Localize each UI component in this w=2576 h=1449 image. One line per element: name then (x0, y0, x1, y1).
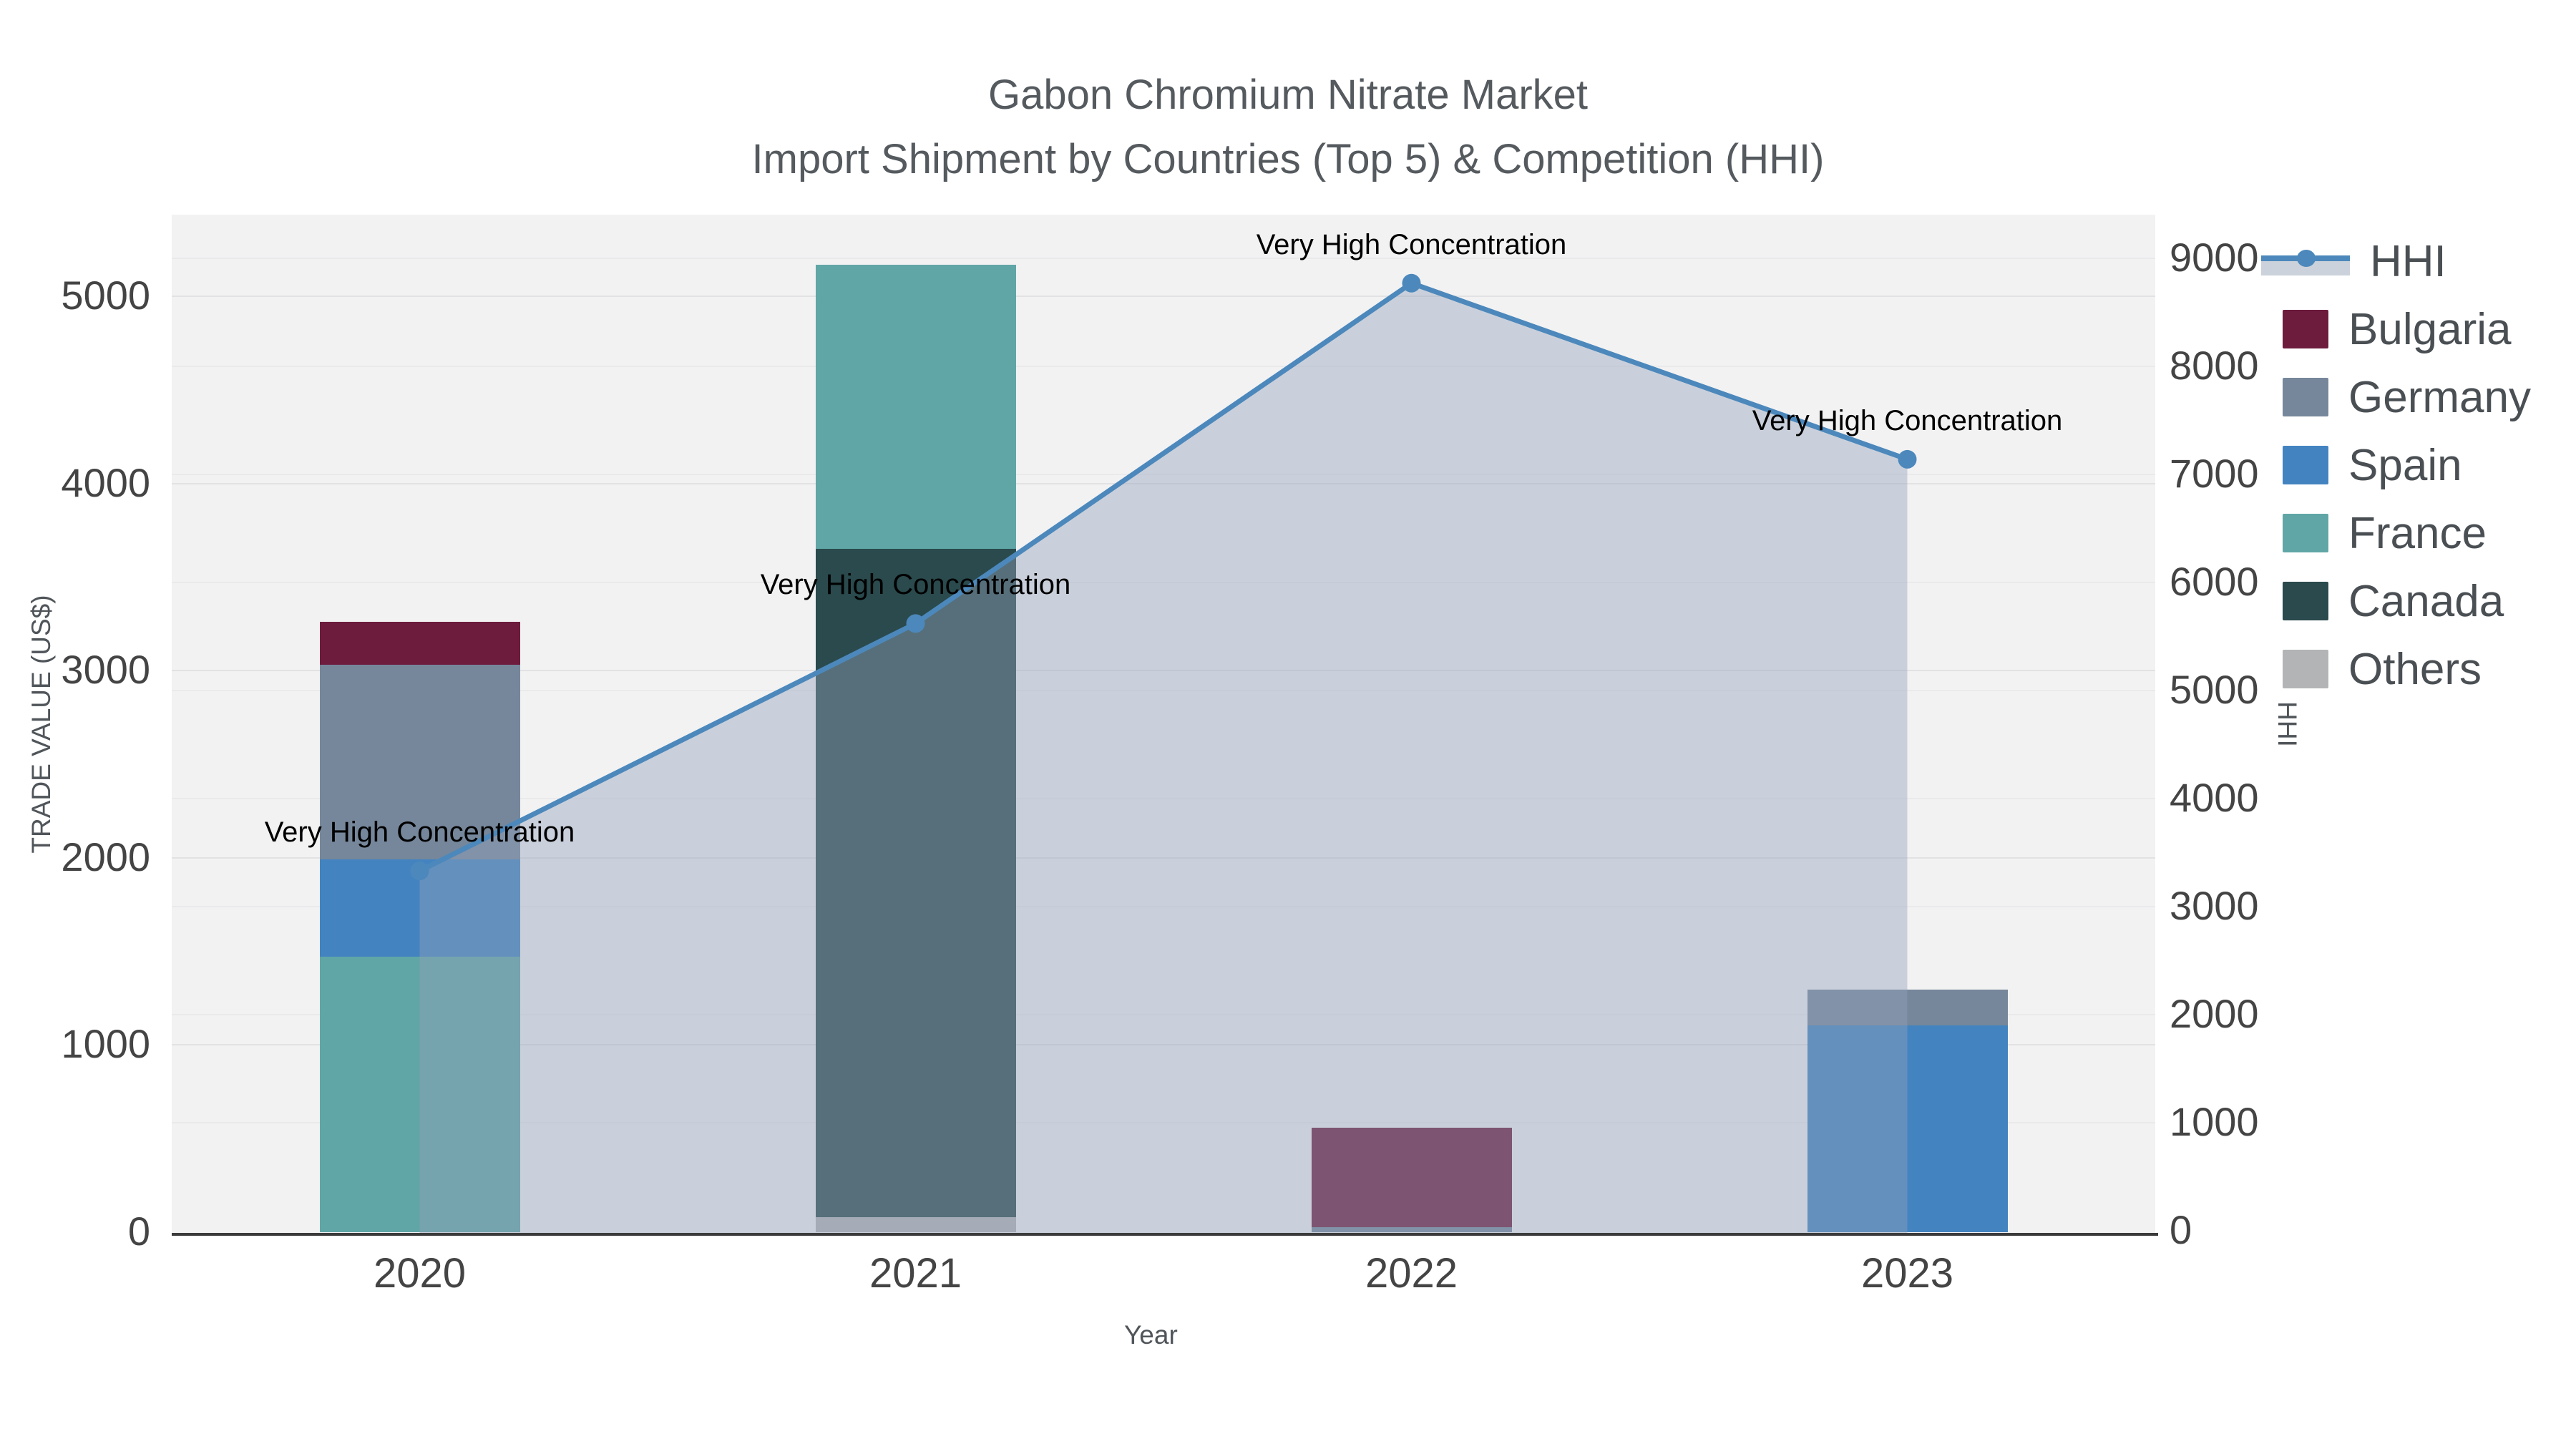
right-tick-0: 0 (2170, 1207, 2192, 1252)
bar-segment-germany-2022[interactable] (1311, 1227, 1512, 1232)
legend-label: HHI (2370, 236, 2446, 286)
gridline (172, 482, 2155, 484)
gridline (172, 1122, 2155, 1123)
bar-segment-france-2020[interactable] (319, 957, 520, 1232)
x-tick-2023: 2023 (1860, 1250, 1954, 1297)
gridline (172, 906, 2155, 907)
bar-segment-germany-2020[interactable] (319, 665, 520, 860)
x-axis-line (172, 1233, 2158, 1236)
annotation-2022: Very High Concentration (1256, 228, 1567, 260)
legend-label: Germany (2348, 372, 2531, 422)
bulgaria-swatch-icon (2283, 310, 2328, 348)
legend-item-others[interactable]: Others (2261, 637, 2482, 701)
hhi-marker-2023[interactable] (1898, 449, 1917, 469)
spain-swatch-icon (2283, 446, 2328, 484)
right-tick-3000: 3000 (2170, 883, 2259, 928)
legend-item-germany[interactable]: Germany (2261, 365, 2531, 429)
legend-label: Others (2348, 644, 2482, 694)
legend-item-bulgaria[interactable]: Bulgaria (2261, 297, 2511, 361)
legend-label: Spain (2348, 440, 2462, 490)
gridline (172, 690, 2155, 691)
germany-swatch-icon (2283, 378, 2328, 416)
left-axis-title: TRADE VALUE (US$) (26, 595, 56, 854)
gridline (172, 1014, 2155, 1015)
left-tick-5000: 5000 (61, 273, 150, 318)
hhi-line[interactable] (418, 280, 1908, 874)
gridline (172, 258, 2155, 259)
left-tick-1000: 1000 (61, 1021, 150, 1067)
legend-item-hhi[interactable]: HHI (2261, 229, 2446, 293)
left-tick-3000: 3000 (61, 647, 150, 693)
right-axis-title: HHI (2273, 701, 2302, 747)
legend-item-france[interactable]: France (2261, 501, 2487, 565)
legend-label: France (2348, 508, 2487, 558)
hhi-line-swatch-icon (2261, 245, 2350, 277)
right-tick-5000: 5000 (2170, 667, 2259, 712)
right-tick-4000: 4000 (2170, 775, 2259, 820)
bar-segment-bulgaria-2022[interactable] (1311, 1127, 1512, 1228)
left-tick-0: 0 (127, 1209, 150, 1254)
x-tick-2021: 2021 (869, 1250, 962, 1297)
right-tick-8000: 8000 (2170, 343, 2259, 388)
gridline (172, 474, 2155, 475)
bar-segment-spain-2023[interactable] (1807, 1025, 2008, 1232)
legend-label: Canada (2348, 576, 2504, 626)
gridline (172, 857, 2155, 859)
gridline (172, 798, 2155, 799)
legend-label: Bulgaria (2348, 304, 2512, 354)
legend-item-canada[interactable]: Canada (2261, 569, 2504, 633)
x-tick-2022: 2022 (1365, 1250, 1458, 1297)
right-tick-6000: 6000 (2170, 559, 2259, 604)
hhi-area-fill (419, 283, 1908, 1234)
gridline (172, 296, 2155, 297)
x-tick-2020: 2020 (373, 1250, 467, 1297)
hhi-marker-2022[interactable] (1402, 273, 1421, 293)
x-axis-title: Year (1124, 1320, 1178, 1350)
gridline (172, 366, 2155, 367)
right-tick-7000: 7000 (2170, 451, 2259, 496)
annotation-2020: Very High Concentration (264, 816, 575, 849)
hhi-marker-2020[interactable] (410, 862, 429, 881)
gridline (172, 582, 2155, 583)
chart-title: Gabon Chromium Nitrate Market Import Shi… (0, 63, 2576, 192)
annotation-2023: Very High Concentration (1752, 404, 2063, 436)
canada-swatch-icon (2283, 582, 2328, 620)
right-tick-9000: 9000 (2170, 235, 2259, 280)
bar-segment-germany-2023[interactable] (1807, 990, 2008, 1025)
right-tick-2000: 2000 (2170, 991, 2259, 1036)
bar-segment-canada-2021[interactable] (815, 549, 1016, 1218)
chart-title-line2: Import Shipment by Countries (Top 5) & C… (751, 135, 1825, 182)
left-tick-4000: 4000 (61, 459, 150, 505)
chart-title-line1: Gabon Chromium Nitrate Market (987, 72, 1589, 118)
bar-segment-others-2021[interactable] (815, 1217, 1016, 1232)
bar-segment-france-2021[interactable] (815, 264, 1016, 550)
right-tick-1000: 1000 (2170, 1099, 2259, 1144)
annotation-2021: Very High Concentration (760, 569, 1071, 601)
bar-segment-bulgaria-2020[interactable] (319, 622, 520, 665)
others-swatch-icon (2283, 650, 2328, 688)
gridline (172, 670, 2155, 672)
left-tick-2000: 2000 (61, 834, 150, 879)
legend-item-spain[interactable]: Spain (2261, 433, 2462, 497)
france-swatch-icon (2283, 514, 2328, 552)
hhi-marker-2021[interactable] (906, 614, 925, 633)
gridline (172, 1044, 2155, 1046)
